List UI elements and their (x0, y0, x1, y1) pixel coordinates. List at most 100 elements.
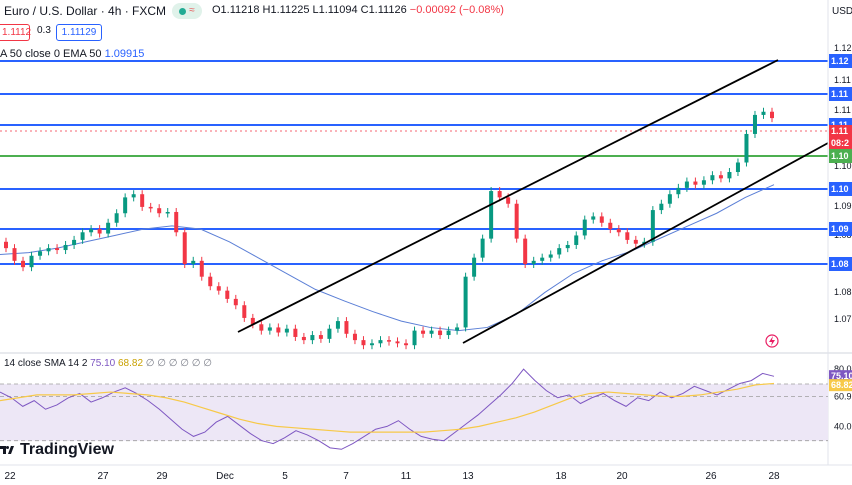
candle-body (591, 216, 596, 220)
candle-body (438, 330, 443, 336)
candle-body (38, 251, 43, 256)
candle-body (497, 191, 502, 198)
candle-body (472, 257, 477, 277)
lightning-glyph (769, 336, 775, 346)
candle-body (361, 340, 366, 346)
candle-body (97, 229, 102, 234)
candle-body (531, 260, 536, 264)
ohlc-values: O1.11218 H1.11225 L1.11094 C1.11126 (212, 4, 407, 16)
rsi-tick-label: 40.0 (834, 421, 852, 431)
candle-body (625, 232, 630, 240)
y-tick-label: 1.10 (834, 161, 852, 171)
candle-body (599, 216, 604, 223)
candle-body (293, 328, 298, 337)
y-tick-label: 1.07 (834, 314, 852, 324)
level-tag (829, 182, 852, 196)
rsi-legend-extra: ∅ ∅ ∅ ∅ ∅ ∅ (145, 358, 212, 369)
level-tag-label: 1.12 (831, 56, 849, 66)
lightning-icon (765, 334, 779, 348)
market-open-icon (179, 7, 187, 15)
candle-body (378, 340, 383, 344)
level-tag (829, 54, 852, 68)
price-tag-label: 1.11 (831, 126, 848, 136)
candle-body (259, 324, 264, 331)
candle-body (208, 276, 213, 287)
candle-body (318, 335, 323, 339)
candle-body (225, 290, 230, 299)
candle-body (463, 276, 468, 328)
x-tick-label: 28 (768, 471, 780, 482)
candle-body (114, 213, 119, 223)
tradingview-logo[interactable]: TradingView (0, 441, 114, 459)
rsi-sma-legend-value: 68.82 (117, 358, 144, 369)
candle-body (480, 238, 485, 258)
candle-body (557, 248, 562, 255)
candle-body (412, 330, 417, 346)
candle-body (684, 181, 689, 188)
candle-body (267, 327, 272, 331)
level-tag-label: 1.09 (831, 224, 849, 234)
candle-body (216, 286, 221, 291)
candle-body (540, 257, 545, 261)
candle-body (72, 239, 77, 245)
candle-body (157, 208, 162, 214)
candle-body (548, 254, 553, 258)
candle-body (55, 248, 60, 251)
candle-body (565, 244, 570, 249)
x-tick-label: 7 (343, 471, 349, 482)
wave-icon: ≈ (189, 5, 195, 16)
x-tick-label: 27 (97, 471, 109, 482)
candle-body (710, 175, 715, 181)
candle-body (46, 248, 51, 252)
level-tag (829, 149, 852, 163)
price-change: −0.00092 (−0.08%) (409, 4, 504, 16)
candle-body (174, 211, 179, 233)
rsi-legend[interactable]: 14 close SMA 14 2 75.10 68.82 ∅ ∅ ∅ ∅ ∅ … (4, 358, 212, 369)
candle-body (369, 343, 374, 346)
buy-button[interactable]: 1.11129 (56, 24, 102, 41)
sell-button[interactable]: 1.1112 (0, 24, 31, 41)
x-tick-label: 20 (616, 471, 628, 482)
y-tick-label: 1.11 (834, 105, 851, 115)
candle-body (4, 241, 8, 249)
rsi-value-tag-label: 75.10 (831, 371, 852, 381)
price-tag-label: 08:2 (831, 138, 849, 148)
candle-body (276, 327, 281, 333)
candle-body (63, 244, 68, 251)
market-status-pill[interactable]: ≈ (172, 3, 202, 19)
rsi-legend-value: 75.10 (90, 358, 116, 369)
chart-header: Euro / U.S. Dollar · 4h · FXCM ≈ O1.1121… (0, 0, 828, 22)
candle-body (446, 330, 451, 336)
x-tick-label: 22 (4, 471, 16, 482)
rsi-legend-label: 14 close SMA 14 2 (4, 358, 88, 369)
candle-body (89, 229, 94, 233)
candle-body (182, 232, 187, 264)
candle-body (608, 222, 613, 230)
candle-body (335, 321, 340, 329)
currency-label[interactable]: USD (832, 6, 852, 17)
candle-body (80, 232, 85, 240)
candle-body (165, 211, 170, 214)
candle-body (250, 317, 255, 325)
candle-body (404, 343, 409, 346)
candle-body (506, 197, 511, 204)
candle-body (29, 255, 34, 268)
candle-body (199, 260, 204, 277)
x-tick-label: 5 (282, 471, 288, 482)
x-tick-label: 11 (401, 471, 412, 482)
x-tick-label: Dec (216, 471, 234, 482)
candle-body (429, 330, 434, 334)
candle-body (574, 235, 579, 245)
rsi-sma-line (0, 382, 775, 433)
candle-body (582, 219, 587, 236)
symbol-title[interactable]: Euro / U.S. Dollar · 4h · FXCM (4, 4, 167, 18)
ema-legend[interactable]: A 50 close 0 EMA 50 1.09915 (0, 48, 144, 60)
candle-body (301, 336, 306, 341)
rsi-tick-label: 60.9 (834, 391, 852, 401)
candle-body (191, 260, 196, 264)
rsi-sma-tag-label: 68.82 (831, 380, 852, 390)
rsi-band (0, 384, 828, 441)
candle-body (327, 328, 332, 339)
candle-body (242, 305, 247, 318)
